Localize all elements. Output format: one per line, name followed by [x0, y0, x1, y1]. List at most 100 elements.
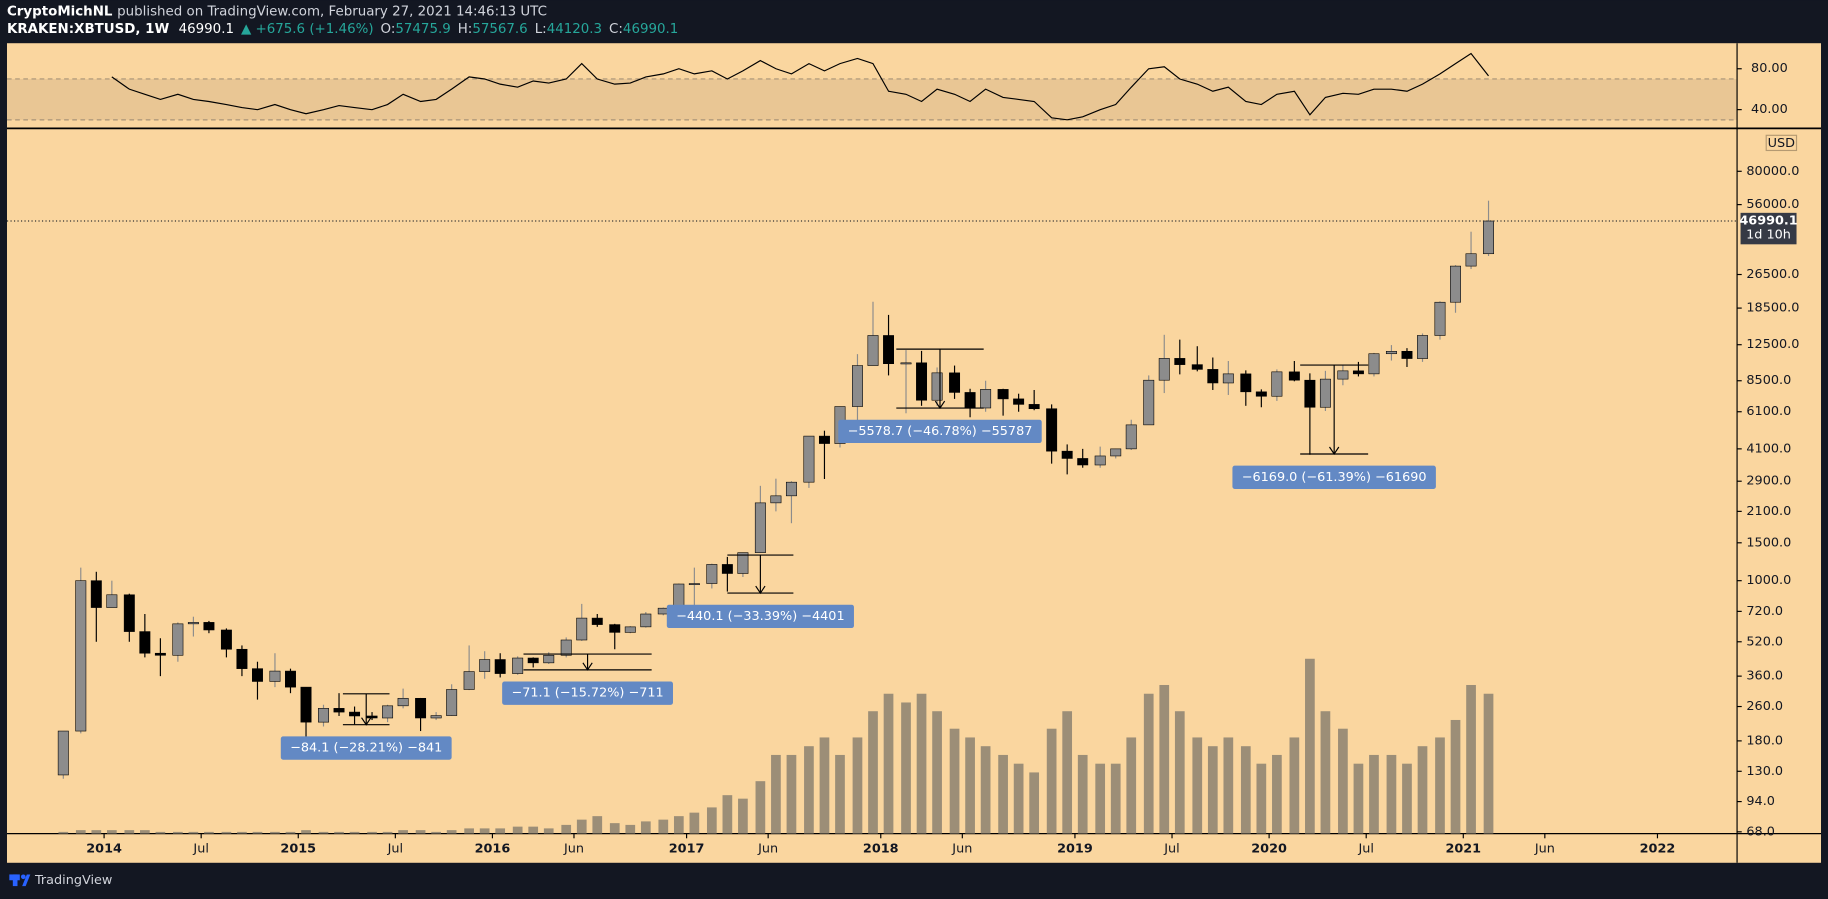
volume-bar: [689, 812, 700, 834]
time-tick-label: Jun: [563, 841, 584, 856]
price-tick-label: 2100.0: [1746, 504, 1791, 519]
time-tick-label: 2019: [1057, 841, 1093, 856]
candle-body: [479, 659, 491, 672]
chart-area: [6, 43, 1822, 863]
measure-label: −71.1 (−15.72%) −711: [511, 686, 663, 701]
candle-body: [172, 623, 184, 656]
volume-bar: [932, 711, 942, 834]
volume-bar: [625, 824, 636, 834]
measure-label-box: [666, 604, 854, 629]
candle-body: [349, 711, 361, 717]
volume-bar: [512, 826, 523, 834]
rsi-band: [6, 78, 1738, 120]
volume-bar: [446, 830, 457, 834]
logo-part: [20, 874, 26, 880]
price-tick-label: 1500.0: [1746, 535, 1791, 550]
volume-bar: [592, 816, 603, 834]
volume-bar: [1483, 693, 1494, 834]
volume-bar: [1240, 746, 1251, 834]
volume-bar: [1029, 772, 1040, 834]
measure: −71.1 (−15.72%) −711: [502, 653, 673, 705]
candle-body: [1240, 373, 1252, 393]
price-tick-label: 180.0: [1746, 733, 1783, 748]
candle-body: [1337, 370, 1349, 380]
candle-body: [300, 686, 312, 723]
candle-body: [560, 639, 572, 656]
candle-body: [90, 580, 102, 608]
candle-body: [463, 671, 475, 690]
measure-label: −6169.0 (−61.39%) −61690: [1242, 470, 1427, 485]
volume-bar: [755, 781, 766, 834]
candle-body: [57, 730, 69, 776]
footer-logo: [9, 874, 31, 887]
volume-bar: [479, 828, 490, 834]
measure-label: −5578.7 (−46.78%) −55787: [848, 424, 1033, 439]
volume-bar: [786, 754, 797, 834]
volume-bar: [1143, 693, 1154, 834]
volume-bar: [1159, 684, 1170, 834]
time-tick-label: 2018: [863, 841, 899, 856]
volume-bar: [1013, 763, 1024, 834]
last-price: 46990.1: [1739, 214, 1797, 229]
volume-bar: [1435, 737, 1445, 834]
price-tick-label: 4100.0: [1746, 441, 1791, 456]
candle-body: [1061, 450, 1073, 459]
candle-body: [754, 502, 766, 553]
volume-bar: [1046, 728, 1057, 834]
volume-bar: [901, 702, 911, 834]
volume-bar: [1386, 754, 1397, 834]
rsi-tick-label: 40.00: [1751, 102, 1788, 117]
candle-body: [576, 617, 588, 641]
candle-body: [997, 389, 1009, 400]
measure-label-box: [502, 681, 673, 705]
footer-brand: TradingView: [34, 873, 112, 888]
measure-label-box: [838, 419, 1042, 444]
candle-body: [609, 624, 621, 633]
volume-bar: [106, 830, 117, 834]
volume-bar: [1289, 737, 1300, 834]
price-tick-label: 130.0: [1746, 764, 1783, 779]
time-tick-label: Jun: [1534, 841, 1555, 856]
candle-body: [900, 362, 912, 365]
candle-body: [1174, 358, 1186, 365]
candle-body: [333, 708, 345, 713]
candle-body: [1288, 371, 1300, 381]
candle-body: [1158, 358, 1170, 381]
volume-bar: [804, 746, 814, 834]
candle-body: [1013, 398, 1025, 405]
price-tick-label: 260.0: [1746, 699, 1783, 714]
candle-body: [494, 659, 506, 674]
candle-body: [252, 668, 263, 682]
candle-body: [737, 552, 749, 574]
volume-bar: [883, 693, 894, 834]
volume-bar: [367, 831, 377, 834]
volume-bar: [673, 816, 684, 834]
candle-body: [1207, 369, 1219, 384]
logo-part: [22, 874, 31, 887]
candle-body: [543, 654, 555, 664]
volume-bar: [382, 831, 393, 834]
candle-body: [1255, 391, 1267, 397]
volume-bar: [252, 831, 263, 834]
candle-body: [285, 670, 296, 688]
candle-body: [1125, 424, 1137, 450]
candle-body: [269, 670, 281, 682]
volume-bar: [1192, 737, 1203, 834]
price-tick-label: 26500.0: [1746, 267, 1799, 282]
candle-body: [318, 708, 329, 723]
price-tick-label: 68.0: [1746, 824, 1775, 839]
rsi-tick-label: 80.00: [1751, 61, 1788, 76]
candle-body: [640, 613, 652, 628]
candle-body: [931, 372, 943, 401]
volume-bar: [270, 831, 280, 834]
time-tick-label: Jun: [757, 841, 778, 856]
candle-body: [512, 657, 524, 674]
last: 46990.1: [179, 22, 234, 37]
rsi-line: [111, 52, 1489, 121]
volume-bar: [1338, 728, 1348, 834]
measure: −84.1 (−28.21%) −841: [280, 693, 452, 760]
volume-bar: [188, 831, 199, 834]
volume-bar: [980, 746, 991, 834]
candle-body: [236, 648, 248, 669]
volume-bar: [609, 823, 620, 834]
